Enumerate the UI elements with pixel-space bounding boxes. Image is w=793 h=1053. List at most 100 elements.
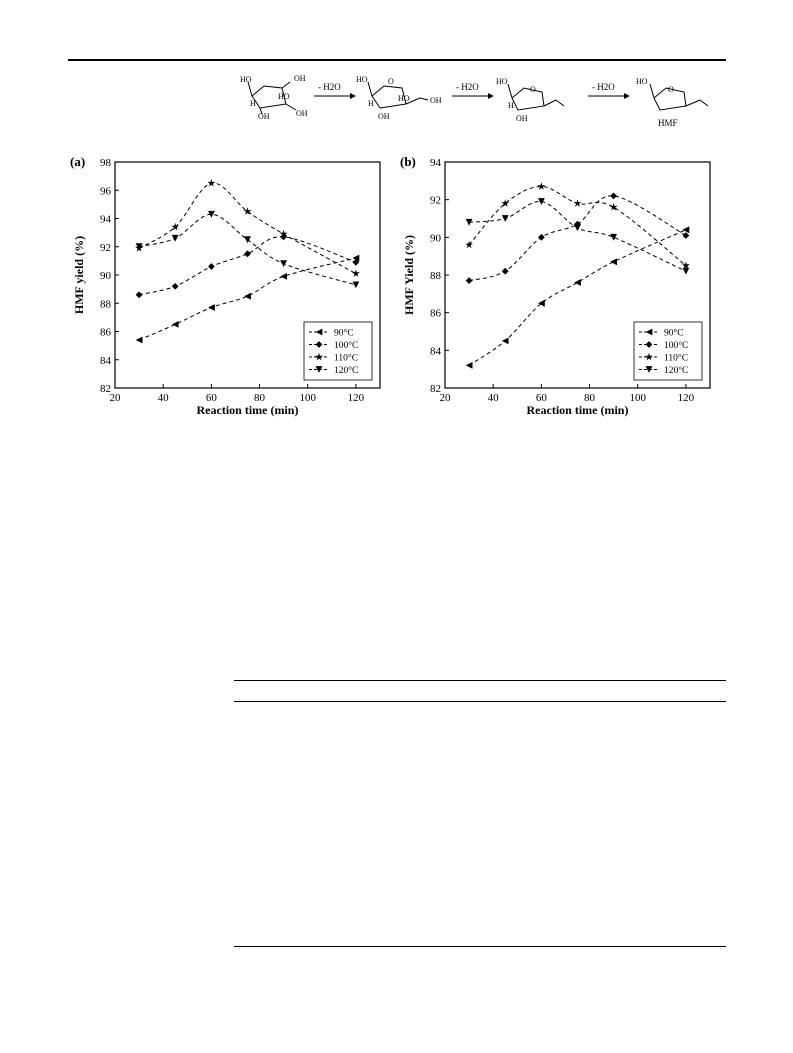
panel-a-series-1-point-1 <box>171 282 179 290</box>
panel-b-series-0 <box>465 226 690 369</box>
table-top-rule <box>234 680 726 681</box>
panel-a-series-2-point-1 <box>171 222 180 231</box>
panel-a-series-2-point-2 <box>207 179 216 187</box>
panel-a-legend-marker-3 <box>315 366 323 373</box>
panel-b-series-1-point-5 <box>682 232 690 239</box>
m1-label-1: OH <box>294 74 306 83</box>
panel-b-series-3-point-1 <box>501 215 509 222</box>
chart-panel-a: 20 40 60 80 100 120 82 84 86 88 90 92 94 96 98 Reaction… <box>70 154 381 417</box>
m1-label-3: H <box>250 99 256 108</box>
panel-a-panel-label: (a) <box>70 154 85 169</box>
panel-a-series-3-point-2 <box>208 210 215 218</box>
panel-a-series-1-point-3 <box>244 250 251 258</box>
panel-b-ytick-label-0: 82 <box>430 383 441 395</box>
panel-a-series-3-point-3 <box>244 236 251 244</box>
panel-b-xtick-label-1: 40 <box>488 392 500 404</box>
panel-a-legend-marker-0 <box>315 328 323 336</box>
panel-a-xtick-label-1: 40 <box>158 392 170 404</box>
m1-label-0: HO <box>240 75 252 84</box>
panel-b-xtick-label-2: 60 <box>536 392 548 404</box>
panel-a-legend-label-0: 90°C <box>334 328 354 339</box>
panel-a-series-3 <box>135 210 360 289</box>
m2-label-4: H <box>368 99 374 108</box>
panel-b-series-1-point-1 <box>501 267 509 275</box>
panel-a-ytick-label-8: 98 <box>100 157 112 169</box>
panel-a-ytick-label-7: 96 <box>100 185 112 197</box>
panel-b-series-2-point-3 <box>573 199 582 207</box>
panel-b-legend-label-1: 100°C <box>664 340 688 351</box>
panel-b-xlabel: Reaction time (min) <box>527 403 629 417</box>
panel-b-series-3-point-0 <box>465 218 473 226</box>
panel-b-series-0-point-5 <box>682 226 690 234</box>
panel-a-series-1 <box>135 233 360 299</box>
panel-a-series-1-line <box>138 236 357 296</box>
panel-a-series-1-point-4 <box>280 233 287 241</box>
table-bottom-rule <box>234 946 726 947</box>
panel-a-series-0-line <box>138 257 357 341</box>
m1-label-5: OH <box>296 109 308 118</box>
panel-b-series-1-point-0 <box>465 277 473 284</box>
molecule-intermediate-1 <box>367 81 429 109</box>
panel-b-ytick-label-4: 90 <box>430 232 442 244</box>
step-1-label: - H2O <box>318 82 341 92</box>
panel-a-xtick-label-3: 80 <box>254 392 266 404</box>
m2-label-0: HO <box>356 75 368 84</box>
panel-b-legend-label-2: 110°C <box>664 353 688 364</box>
panel-a-xtick-label-5: 120 <box>348 392 365 404</box>
panel-b-series-3-point-5 <box>682 267 690 275</box>
panel-a-series-0-point-2 <box>208 304 215 311</box>
panel-b-series-1 <box>465 192 690 284</box>
molecule-intermediate-2 <box>507 83 565 111</box>
panel-b-series-2-point-5 <box>681 261 690 269</box>
panel-b-ylabel: HMF Yield (%) <box>402 235 416 315</box>
step-3-label: - H2O <box>592 82 615 92</box>
panel-a-series-3-point-5 <box>352 281 360 289</box>
panel-b-series-3-line <box>469 200 687 272</box>
panel-b-legend-marker-1 <box>645 341 653 348</box>
panel-a-series-0-point-4 <box>280 273 287 280</box>
panel-b-series-3-point-2 <box>538 198 545 205</box>
m3-label-0: HO <box>496 77 508 86</box>
panel-b-legend-marker-3 <box>645 366 653 373</box>
panel-a-ytick-label-3: 88 <box>100 298 112 310</box>
panel-a-series-3-point-0 <box>135 243 143 251</box>
panel-a-ytick-label-2: 86 <box>100 327 112 339</box>
m3-label-1: O <box>530 85 536 94</box>
m2-label-5: OH <box>378 112 390 121</box>
m2-label-2: HO <box>398 94 410 103</box>
molecule-hmf <box>649 83 709 111</box>
m1-label-2: HO <box>278 92 290 101</box>
panel-b-ytick-label-2: 86 <box>430 308 442 320</box>
panel-b-series-2-point-4 <box>609 203 618 211</box>
panel-b-panel-label: (b) <box>400 154 416 169</box>
panel-b-ytick-label-3: 88 <box>430 270 442 282</box>
panel-b-series-2 <box>465 182 690 269</box>
panel-a-series-3-line <box>138 213 357 286</box>
panel-a-ylabel: HMF yield (%) <box>72 236 86 314</box>
m3-label-3: OH <box>516 114 528 123</box>
panel-a-xtick-label-2: 60 <box>206 392 218 404</box>
table-header-rule <box>234 701 726 702</box>
panel-a-ytick-label-0: 82 <box>100 383 111 395</box>
m3-label-2: H <box>508 101 514 110</box>
step-2-label: - H2O <box>456 82 479 92</box>
panel-b-series-0-point-0 <box>465 362 473 369</box>
panel-a-ytick-label-5: 92 <box>100 242 111 254</box>
hmf-label: HMF <box>658 118 678 128</box>
header-rule <box>68 59 726 61</box>
panel-b-xtick-label-3: 80 <box>584 392 596 404</box>
panel-a-legend-label-2: 110°C <box>334 353 358 364</box>
panel-a-xtick-label-4: 100 <box>299 392 316 404</box>
panel-b-series-1-point-4 <box>610 192 617 200</box>
panel-a-series-0-point-0 <box>135 336 143 344</box>
panel-a-legend-marker-2 <box>315 352 323 361</box>
panel-b-series-2-point-0 <box>465 240 474 249</box>
panel-b-legend-label-0: 90°C <box>664 328 684 339</box>
panel-b-xtick-label-0: 20 <box>440 392 452 404</box>
chart-panel-b: 20 40 60 80 100 120 82 84 86 88 90 92 94 Reaction tim… <box>400 154 711 417</box>
m4-label-1: O <box>668 85 674 94</box>
panel-a-series-0-point-5 <box>352 254 360 262</box>
panel-a-series-0 <box>135 254 360 344</box>
m2-label-3: OH <box>430 96 442 105</box>
